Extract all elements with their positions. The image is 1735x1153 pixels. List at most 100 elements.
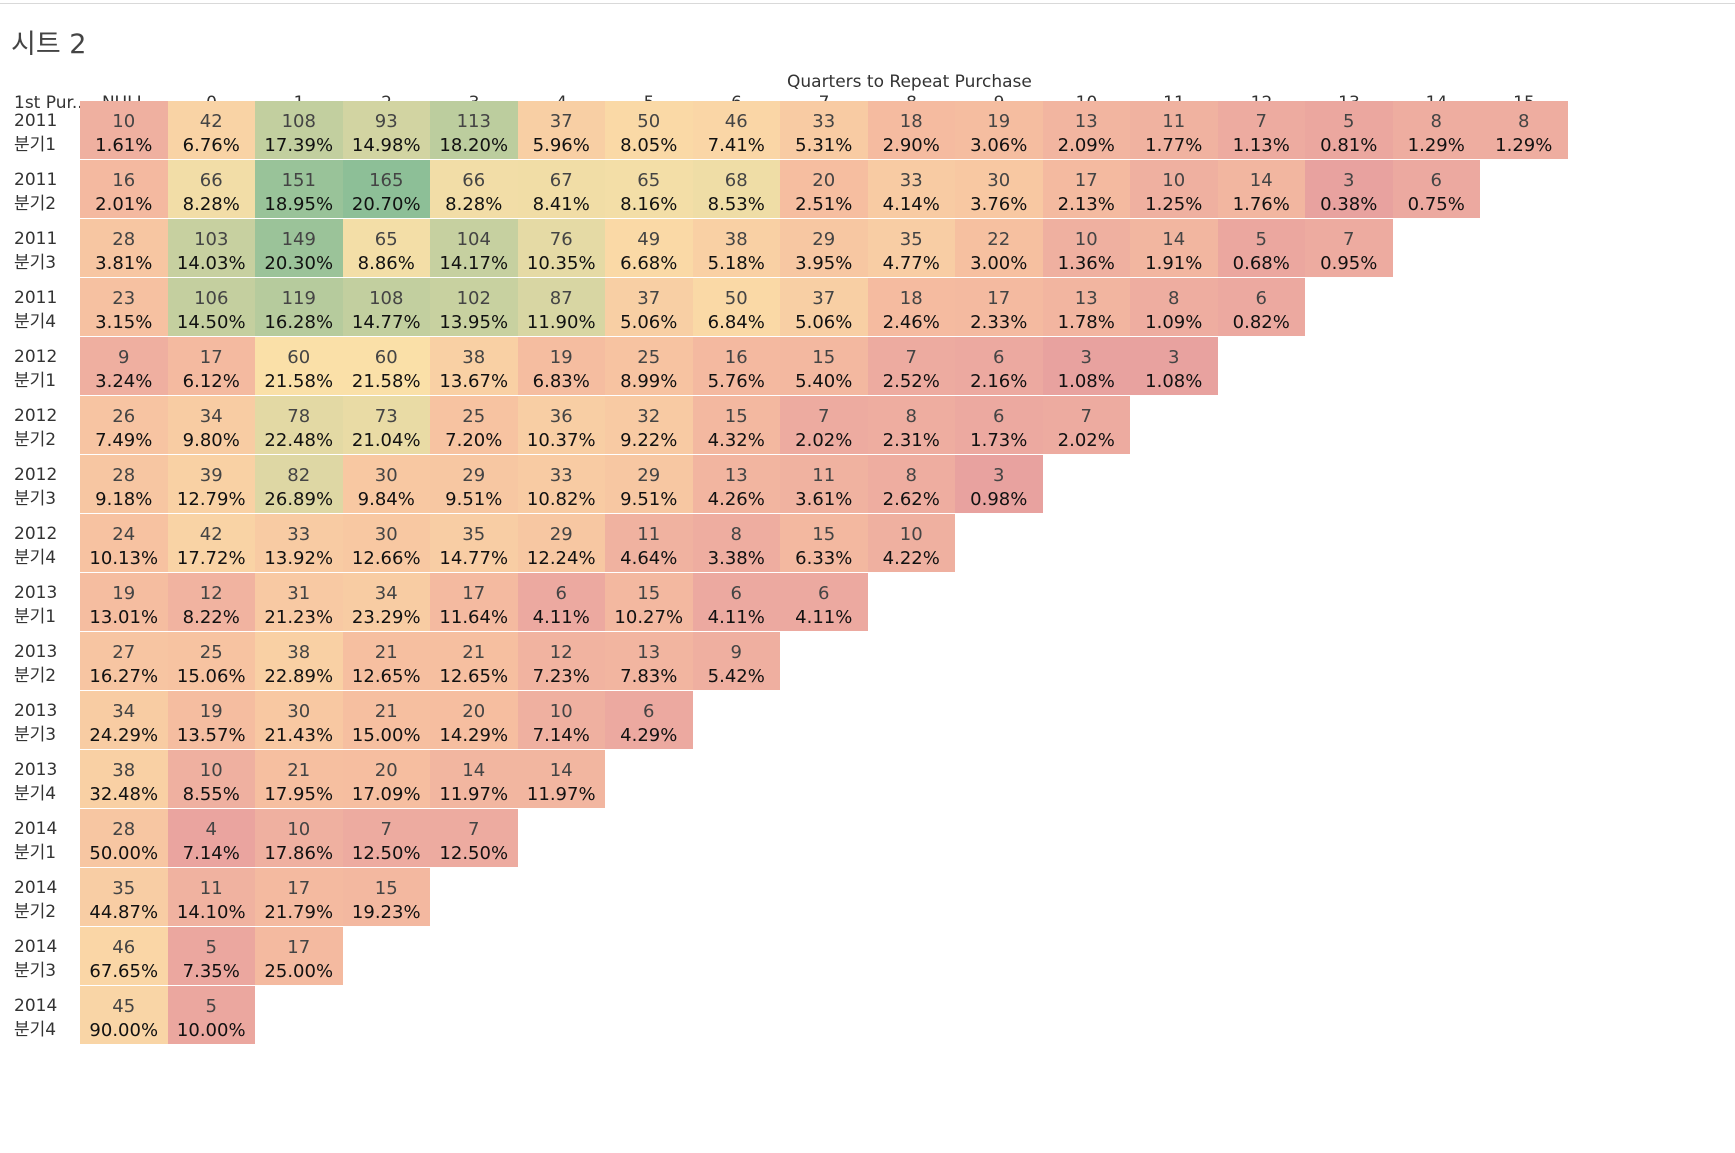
row-header[interactable]: 2012 분기3: [14, 463, 57, 511]
heatmap-cell[interactable]: 14 1.76%: [1217, 160, 1305, 218]
heatmap-cell[interactable]: 6 0.75%: [1392, 160, 1480, 218]
heatmap-cell[interactable]: 82 26.89%: [255, 455, 343, 513]
row-header[interactable]: 2012 분기2: [14, 404, 57, 452]
heatmap-cell[interactable]: 7 1.13%: [1217, 101, 1305, 159]
row-axis-header[interactable]: 1st Pur..: [14, 93, 83, 113]
heatmap-cell[interactable]: 106 14.50%: [167, 278, 255, 336]
heatmap-cell[interactable]: 45 90.00%: [80, 986, 168, 1044]
row-header[interactable]: 2011 분기2: [14, 168, 57, 216]
row-header[interactable]: 2011 분기3: [14, 227, 57, 275]
heatmap-cell[interactable]: 19 6.83%: [517, 337, 605, 395]
heatmap-cell[interactable]: 24 10.13%: [80, 514, 168, 572]
heatmap-cell[interactable]: 14 11.97%: [517, 750, 605, 808]
row-header[interactable]: 2012 분기1: [14, 345, 57, 393]
heatmap-cell[interactable]: 17 21.79%: [255, 868, 343, 926]
heatmap-cell[interactable]: 16 2.01%: [80, 160, 168, 218]
heatmap-cell[interactable]: 15 4.32%: [692, 396, 780, 454]
heatmap-cell[interactable]: 13 7.83%: [605, 632, 693, 690]
heatmap-cell[interactable]: 17 2.13%: [1042, 160, 1130, 218]
heatmap-cell[interactable]: 28 50.00%: [80, 809, 168, 867]
heatmap-cell[interactable]: 35 4.77%: [867, 219, 955, 277]
heatmap-cell[interactable]: 165 20.70%: [342, 160, 430, 218]
heatmap-cell[interactable]: 73 21.04%: [342, 396, 430, 454]
heatmap-cell[interactable]: 66 8.28%: [430, 160, 518, 218]
row-header[interactable]: 2013 분기2: [14, 640, 57, 688]
heatmap-cell[interactable]: 102 13.95%: [430, 278, 518, 336]
heatmap-cell[interactable]: 25 7.20%: [430, 396, 518, 454]
heatmap-cell[interactable]: 8 3.38%: [692, 514, 780, 572]
heatmap-cell[interactable]: 33 13.92%: [255, 514, 343, 572]
heatmap-cell[interactable]: 60 21.58%: [255, 337, 343, 395]
heatmap-cell[interactable]: 46 7.41%: [692, 101, 780, 159]
heatmap-cell[interactable]: 13 4.26%: [692, 455, 780, 513]
heatmap-cell[interactable]: 29 12.24%: [517, 514, 605, 572]
heatmap-cell[interactable]: 8 1.29%: [1480, 101, 1568, 159]
heatmap-cell[interactable]: 6 4.11%: [780, 573, 868, 631]
heatmap-cell[interactable]: 93 14.98%: [342, 101, 430, 159]
row-header[interactable]: 2014 분기4: [14, 994, 57, 1042]
heatmap-cell[interactable]: 14 1.91%: [1130, 219, 1218, 277]
heatmap-cell[interactable]: 37 5.06%: [780, 278, 868, 336]
heatmap-cell[interactable]: 10 1.25%: [1130, 160, 1218, 218]
row-header[interactable]: 2013 분기3: [14, 699, 57, 747]
heatmap-cell[interactable]: 7 2.52%: [867, 337, 955, 395]
heatmap-cell[interactable]: 30 12.66%: [342, 514, 430, 572]
heatmap-cell[interactable]: 21 12.65%: [342, 632, 430, 690]
row-header[interactable]: 2014 분기1: [14, 817, 57, 865]
heatmap-cell[interactable]: 39 12.79%: [167, 455, 255, 513]
row-header[interactable]: 2013 분기4: [14, 758, 57, 806]
heatmap-cell[interactable]: 149 20.30%: [255, 219, 343, 277]
heatmap-cell[interactable]: 50 8.05%: [605, 101, 693, 159]
heatmap-cell[interactable]: 5 10.00%: [167, 986, 255, 1044]
heatmap-cell[interactable]: 25 15.06%: [167, 632, 255, 690]
heatmap-cell[interactable]: 17 25.00%: [255, 927, 343, 985]
heatmap-cell[interactable]: 29 9.51%: [430, 455, 518, 513]
heatmap-cell[interactable]: 15 10.27%: [605, 573, 693, 631]
heatmap-cell[interactable]: 42 17.72%: [167, 514, 255, 572]
heatmap-cell[interactable]: 38 22.89%: [255, 632, 343, 690]
heatmap-cell[interactable]: 6 0.82%: [1217, 278, 1305, 336]
heatmap-cell[interactable]: 87 11.90%: [517, 278, 605, 336]
heatmap-cell[interactable]: 7 12.50%: [342, 809, 430, 867]
heatmap-cell[interactable]: 28 9.18%: [80, 455, 168, 513]
heatmap-cell[interactable]: 18 2.46%: [867, 278, 955, 336]
heatmap-cell[interactable]: 35 14.77%: [430, 514, 518, 572]
heatmap-cell[interactable]: 21 12.65%: [430, 632, 518, 690]
heatmap-cell[interactable]: 5 7.35%: [167, 927, 255, 985]
heatmap-cell[interactable]: 18 2.90%: [867, 101, 955, 159]
heatmap-cell[interactable]: 21 15.00%: [342, 691, 430, 749]
heatmap-cell[interactable]: 32 9.22%: [605, 396, 693, 454]
heatmap-cell[interactable]: 10 8.55%: [167, 750, 255, 808]
heatmap-cell[interactable]: 7 12.50%: [430, 809, 518, 867]
heatmap-cell[interactable]: 17 11.64%: [430, 573, 518, 631]
heatmap-cell[interactable]: 8 2.62%: [867, 455, 955, 513]
heatmap-cell[interactable]: 46 67.65%: [80, 927, 168, 985]
heatmap-cell[interactable]: 9 5.42%: [692, 632, 780, 690]
heatmap-cell[interactable]: 22 3.00%: [955, 219, 1043, 277]
heatmap-cell[interactable]: 108 14.77%: [342, 278, 430, 336]
heatmap-cell[interactable]: 8 1.09%: [1130, 278, 1218, 336]
heatmap-cell[interactable]: 78 22.48%: [255, 396, 343, 454]
heatmap-cell[interactable]: 28 3.81%: [80, 219, 168, 277]
heatmap-cell[interactable]: 16 5.76%: [692, 337, 780, 395]
heatmap-cell[interactable]: 10 4.22%: [867, 514, 955, 572]
heatmap-cell[interactable]: 12 7.23%: [517, 632, 605, 690]
heatmap-cell[interactable]: 34 23.29%: [342, 573, 430, 631]
row-header[interactable]: 2011 분기4: [14, 286, 57, 334]
heatmap-cell[interactable]: 37 5.06%: [605, 278, 693, 336]
heatmap-cell[interactable]: 36 10.37%: [517, 396, 605, 454]
heatmap-cell[interactable]: 34 9.80%: [167, 396, 255, 454]
heatmap-cell[interactable]: 13 1.78%: [1042, 278, 1130, 336]
heatmap-cell[interactable]: 17 6.12%: [167, 337, 255, 395]
heatmap-cell[interactable]: 11 1.77%: [1130, 101, 1218, 159]
heatmap-cell[interactable]: 10 17.86%: [255, 809, 343, 867]
heatmap-cell[interactable]: 14 11.97%: [430, 750, 518, 808]
heatmap-cell[interactable]: 3 1.08%: [1130, 337, 1218, 395]
heatmap-cell[interactable]: 33 10.82%: [517, 455, 605, 513]
heatmap-cell[interactable]: 30 9.84%: [342, 455, 430, 513]
heatmap-cell[interactable]: 67 8.41%: [517, 160, 605, 218]
heatmap-cell[interactable]: 11 14.10%: [167, 868, 255, 926]
heatmap-cell[interactable]: 19 3.06%: [955, 101, 1043, 159]
heatmap-cell[interactable]: 6 4.29%: [605, 691, 693, 749]
row-header[interactable]: 2011 분기1: [14, 109, 57, 157]
